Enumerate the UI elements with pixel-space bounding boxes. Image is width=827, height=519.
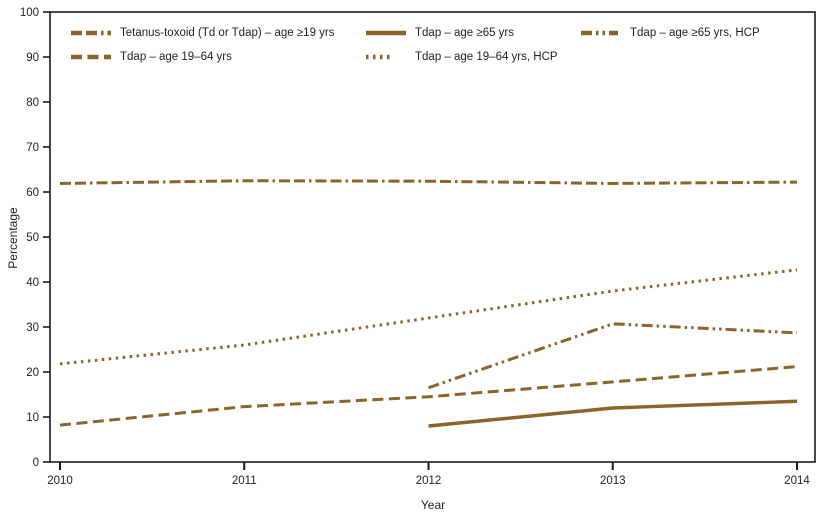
legend-swatch-dot-icon xyxy=(366,54,393,60)
legend-label: Tetanus-toxoid (Td or Tdap) – age ≥19 yr… xyxy=(120,27,335,39)
x-tick-label: 2011 xyxy=(232,475,257,487)
y-tick-label: 70 xyxy=(26,142,39,154)
y-tick-label: 60 xyxy=(26,187,39,199)
x-tick-label: 2014 xyxy=(784,475,810,487)
legend-swatch-dash-icon xyxy=(71,54,111,60)
series-line-3 xyxy=(59,268,798,366)
y-axis-title: Percentage xyxy=(6,207,20,269)
legend-item-tdap-65: Tdap – age ≥65 yrs xyxy=(365,26,514,40)
legend-label: Tdap – age ≥65 yrs, HCP xyxy=(630,27,760,39)
legend-item-tdap-19-64: Tdap – age 19–64 yrs xyxy=(70,50,232,64)
y-tick-label: 50 xyxy=(26,232,39,244)
series-line-2 xyxy=(428,399,798,428)
legend-swatch-dash-dot-dot-icon xyxy=(581,30,618,36)
x-axis-title: Year xyxy=(420,498,446,512)
legend-swatch-solid-icon xyxy=(366,30,406,36)
y-tick-label: 30 xyxy=(26,322,39,334)
legend-label: Tdap – age 19–64 yrs, HCP xyxy=(415,51,558,63)
y-tick-label: 90 xyxy=(26,52,39,64)
legend-item-td-tdap-19: Tetanus-toxoid (Td or Tdap) – age ≥19 yr… xyxy=(70,26,335,40)
x-tick-label: 2012 xyxy=(416,475,442,487)
legend-label: Tdap – age ≥65 yrs xyxy=(415,27,515,39)
y-tick-label: 20 xyxy=(26,367,39,379)
y-tick-label: 100 xyxy=(20,7,39,19)
legend-item-tdap-19-64-hcp: Tdap – age 19–64 yrs, HCP xyxy=(365,50,558,64)
series-line-0 xyxy=(59,179,798,185)
series-line-4 xyxy=(428,322,798,390)
x-tick-label: 2013 xyxy=(600,475,626,487)
legend-label: Tdap – age 19–64 yrs xyxy=(120,51,232,63)
x-tick-label: 2010 xyxy=(47,475,73,487)
y-tick-label: 10 xyxy=(26,412,39,424)
legend-swatch-dash-dash-dot-icon xyxy=(71,30,111,36)
y-tick-label: 40 xyxy=(26,277,39,289)
series-line-1 xyxy=(59,365,798,427)
y-tick-label: 0 xyxy=(33,457,39,469)
chart-legend: Tetanus-toxoid (Td or Tdap) – age ≥19 yr… xyxy=(0,0,827,80)
legend-item-tdap-65-hcp: Tdap – age ≥65 yrs, HCP xyxy=(580,26,760,40)
y-tick-label: 80 xyxy=(26,97,39,109)
